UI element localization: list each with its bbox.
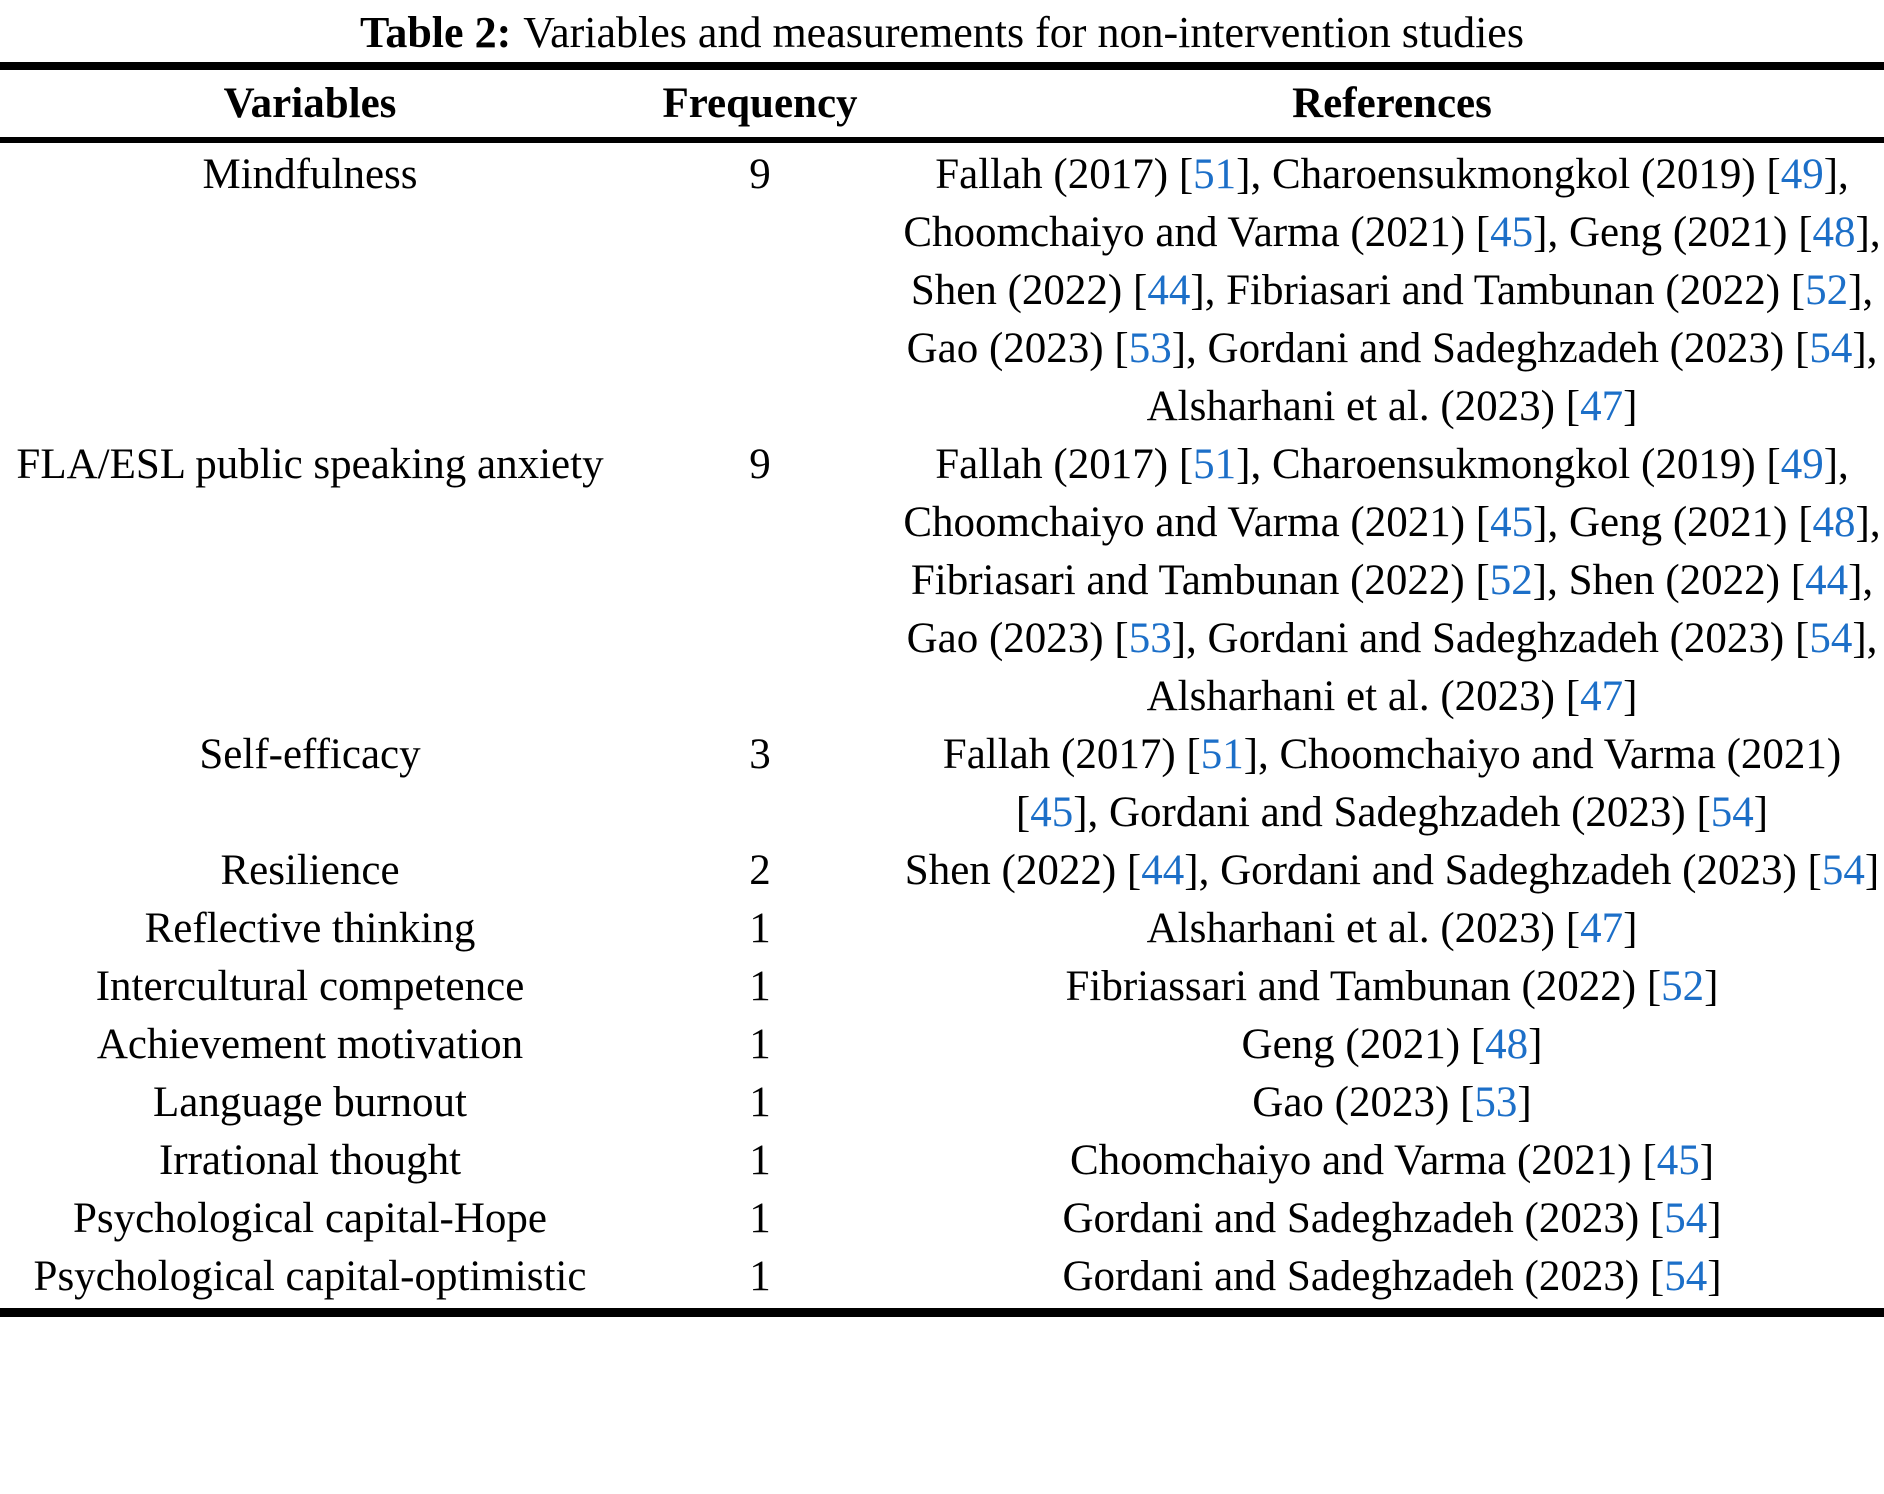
citation-link[interactable]: 47: [1580, 905, 1624, 952]
citation-link[interactable]: 48: [1812, 499, 1856, 546]
references-cell: Gordani and Sadeghzadeh (2023) [54]: [1062, 1195, 1722, 1242]
table-row: Self-efficacy 3 Fallah (2017) [51], Choo…: [0, 726, 1884, 842]
frequency-cell: 1: [749, 1021, 771, 1068]
frequency-cell: 9: [749, 151, 771, 198]
citation-link[interactable]: 54: [1809, 325, 1853, 372]
references-cell: Shen (2022) [44], Gordani and Sadeghzade…: [904, 847, 1880, 894]
citation-link[interactable]: 54: [1710, 789, 1754, 836]
citation-link[interactable]: 45: [1656, 1137, 1700, 1184]
variable-cell: Reflective thinking: [144, 905, 476, 952]
frequency-cell: 2: [749, 847, 771, 894]
references-cell: Choomchaiyo and Varma (2021) [45]: [1069, 1137, 1715, 1184]
table-row: FLA/ESL public speaking anxiety 9 Fallah…: [0, 436, 1884, 726]
table-caption-text: Variables and measurements for non-inter…: [523, 8, 1524, 57]
citation-link[interactable]: 48: [1485, 1021, 1529, 1068]
citation-link[interactable]: 52: [1661, 963, 1705, 1010]
references-cell: Fibriassari and Tambunan (2022) [52]: [1065, 963, 1719, 1010]
table-row: Psychological capital-Hope 1 Gordani and…: [0, 1190, 1884, 1248]
references-cell: Geng (2021) [48]: [1241, 1021, 1543, 1068]
references-cell: Gao (2023) [53]: [1252, 1079, 1532, 1126]
variable-cell: Intercultural competence: [95, 963, 525, 1010]
frequency-cell: 3: [749, 731, 771, 778]
citation-link[interactable]: 51: [1193, 151, 1237, 198]
table-row: Psychological capital-optimistic 1 Gorda…: [0, 1248, 1884, 1306]
frequency-cell: 1: [749, 1253, 771, 1300]
citation-link[interactable]: 44: [1147, 267, 1191, 314]
citation-link[interactable]: 53: [1474, 1079, 1518, 1126]
table-row: Mindfulness 9 Fallah (2017) [51], Charoe…: [0, 146, 1884, 436]
variable-cell: Resilience: [220, 847, 400, 894]
variable-cell: Self-efficacy: [199, 731, 421, 778]
references-cell: Fallah (2017) [51], Charoensukmongkol (2…: [903, 441, 1881, 720]
frequency-cell: 1: [749, 963, 771, 1010]
column-header-variables: Variables: [223, 79, 397, 127]
variables-table: Variables Frequency References Mindfulne…: [0, 62, 1884, 1317]
table-caption-label: Table 2:: [360, 8, 512, 57]
citation-link[interactable]: 45: [1030, 789, 1074, 836]
table-header-row: Variables Frequency References: [0, 70, 1884, 143]
citation-link[interactable]: 54: [1809, 615, 1853, 662]
citation-link[interactable]: 44: [1805, 557, 1849, 604]
references-cell: Gordani and Sadeghzadeh (2023) [54]: [1062, 1253, 1722, 1300]
frequency-cell: 1: [749, 1195, 771, 1242]
table-row: Intercultural competence 1 Fibriassari a…: [0, 958, 1884, 1016]
citation-link[interactable]: 53: [1128, 615, 1172, 662]
citation-link[interactable]: 49: [1780, 151, 1824, 198]
citation-link[interactable]: 53: [1128, 325, 1172, 372]
citation-link[interactable]: 47: [1580, 673, 1624, 720]
variable-cell: Language burnout: [152, 1079, 468, 1126]
table-row: Resilience 2 Shen (2022) [44], Gordani a…: [0, 842, 1884, 900]
variable-cell: Achievement motivation: [96, 1021, 524, 1068]
references-cell: Fallah (2017) [51], Choomchaiyo and Varm…: [942, 731, 1842, 836]
citation-link[interactable]: 45: [1490, 499, 1534, 546]
citation-link[interactable]: 54: [1664, 1195, 1708, 1242]
variable-cell: Mindfulness: [202, 151, 418, 198]
citation-link[interactable]: 52: [1805, 267, 1849, 314]
frequency-cell: 9: [749, 441, 771, 488]
table-row: Achievement motivation 1 Geng (2021) [48…: [0, 1016, 1884, 1074]
citation-link[interactable]: 47: [1580, 383, 1624, 430]
table-caption: Table 2: Variables and measurements for n…: [0, 0, 1884, 59]
variable-cell: Psychological capital-Hope: [72, 1195, 548, 1242]
frequency-cell: 1: [749, 1137, 771, 1184]
citation-link[interactable]: 54: [1664, 1253, 1708, 1300]
citation-link[interactable]: 51: [1200, 731, 1244, 778]
citation-link[interactable]: 54: [1821, 847, 1865, 894]
variable-cell: FLA/ESL public speaking anxiety: [16, 441, 604, 488]
table-row: Language burnout 1 Gao (2023) [53]: [0, 1074, 1884, 1132]
table-row: Irrational thought 1 Choomchaiyo and Var…: [0, 1132, 1884, 1190]
references-cell: Fallah (2017) [51], Charoensukmongkol (2…: [903, 151, 1881, 430]
citation-link[interactable]: 45: [1490, 209, 1534, 256]
citation-link[interactable]: 52: [1489, 557, 1533, 604]
citation-link[interactable]: 44: [1141, 847, 1185, 894]
frequency-cell: 1: [749, 1079, 771, 1126]
references-cell: Alsharhani et al. (2023) [47]: [1146, 905, 1638, 952]
column-header-references: References: [1292, 79, 1492, 127]
citation-link[interactable]: 51: [1193, 441, 1237, 488]
citation-link[interactable]: 48: [1812, 209, 1856, 256]
variable-cell: Irrational thought: [158, 1137, 462, 1184]
column-header-frequency: Frequency: [662, 79, 858, 127]
frequency-cell: 1: [749, 905, 771, 952]
table-row: Reflective thinking 1 Alsharhani et al. …: [0, 900, 1884, 958]
table-body: Mindfulness 9 Fallah (2017) [51], Charoe…: [0, 143, 1884, 1308]
citation-link[interactable]: 49: [1780, 441, 1824, 488]
variable-cell: Psychological capital-optimistic: [33, 1253, 587, 1300]
